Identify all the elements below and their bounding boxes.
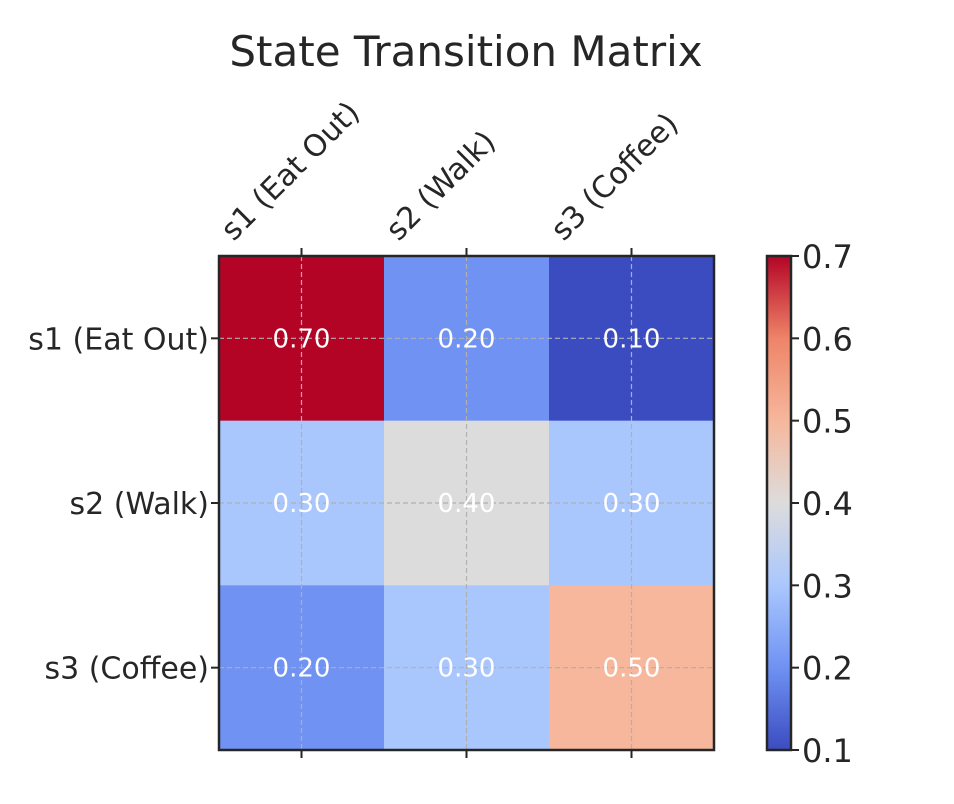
chart-title: State Transition Matrix [229,27,702,76]
y-tick-label: s1 (Eat Out) [28,322,209,357]
y-tick-label: s3 (Coffee) [44,652,209,687]
cell-value-label: 0.40 [438,489,496,519]
cell-value-label: 0.50 [603,654,661,684]
colorbar-tick-label: 0.5 [802,403,853,441]
x-tick-label: s1 (Eat Out) [214,95,367,248]
colorbar-tick-label: 0.2 [802,650,853,688]
cell-value-label: 0.20 [273,654,331,684]
colorbar-tick-label: 0.3 [802,567,853,605]
x-tick-label: s3 (Coffee) [544,107,685,248]
colorbar-tick-label: 0.6 [802,320,853,358]
colorbar [765,254,793,752]
colorbar-tick-label: 0.4 [802,485,853,523]
cell-value-label: 0.30 [603,489,661,519]
cell-value-label: 0.10 [603,324,661,354]
cell-value-label: 0.20 [438,324,496,354]
colorbar-tick-label: 0.7 [802,238,853,276]
cell-value-label: 0.30 [438,654,496,684]
y-tick-label: s2 (Walk) [70,487,210,522]
cell-value-label: 0.30 [273,489,331,519]
colorbar-tick-label: 0.1 [802,732,853,770]
x-tick-label: s2 (Walk) [379,124,502,247]
cell-value-label: 0.70 [273,324,331,354]
